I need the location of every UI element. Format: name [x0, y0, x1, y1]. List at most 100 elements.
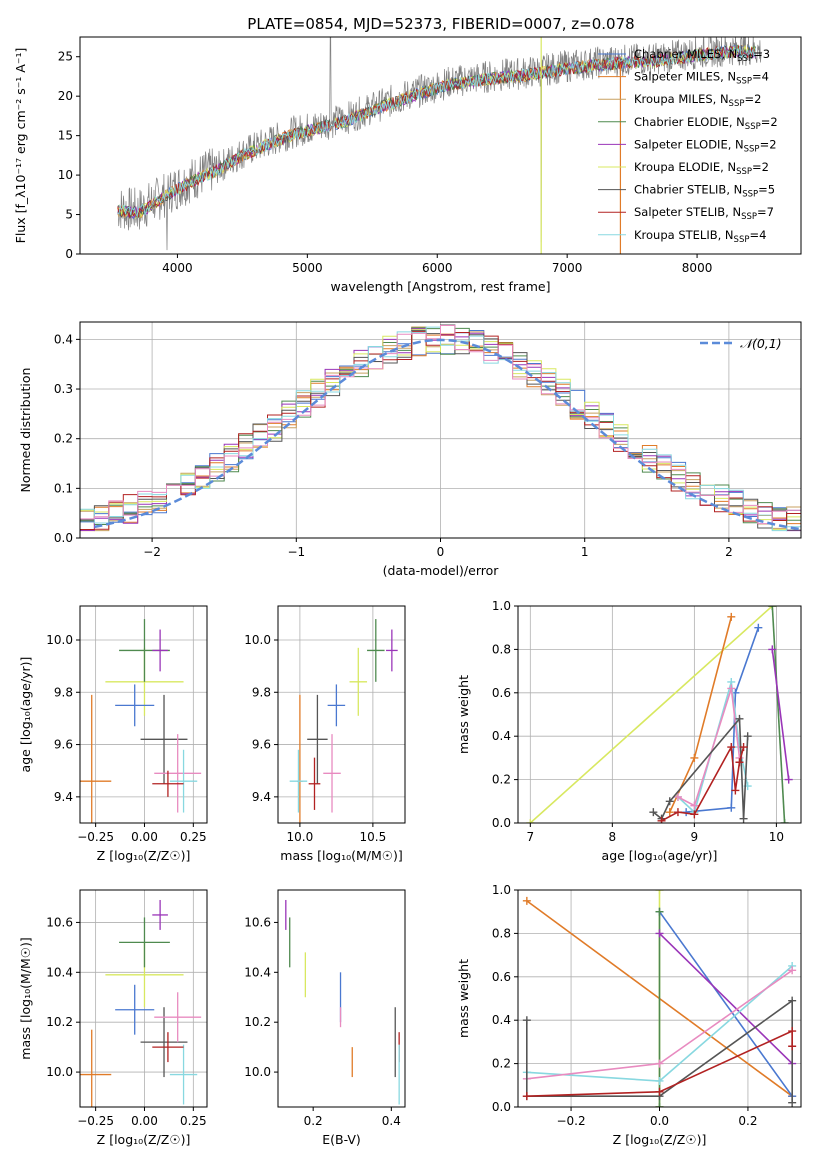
errorbar-salpeter_stelib: [308, 757, 321, 810]
x-axis-label: E(B-V): [322, 1132, 361, 1147]
errorbar-salpeter_elodie: [386, 629, 398, 672]
weight-marker: [788, 966, 797, 975]
x-axis-label: Z [log₁₀(Z/Z☉)]: [613, 1132, 707, 1147]
x-tick-label: 10: [769, 830, 784, 844]
errorbar-kroupa_elodie: [349, 647, 368, 716]
x-axis-label: wavelength [Angstrom, rest frame]: [330, 279, 550, 294]
axes-frame: [517, 605, 802, 824]
weight-marker: [673, 792, 682, 801]
weight-marker: [784, 775, 793, 784]
errorbar-salpeter_stelib: [152, 1032, 184, 1063]
weight-marker: [690, 753, 699, 762]
y-tick-label: 0.2: [492, 1057, 511, 1071]
legend-entry: 𝒩(0,1): [740, 336, 782, 351]
x-tick-label: 10.5: [360, 830, 387, 844]
plot-area: [289, 619, 398, 823]
x-tick-label: 1: [581, 545, 589, 559]
errorbar-salpeter_stelib: [152, 770, 184, 797]
y-tick-label: 9.6: [252, 738, 271, 752]
errorbar-pink: [323, 734, 341, 813]
errorbar-salpeter_miles: [80, 1029, 112, 1107]
y-axis-label: Normed distribution: [18, 368, 33, 493]
mass-age-panel: 10.0 10.5 9.4 9.6 9.8 10.0 mass [log₁₀(M/M☉)]: [244, 605, 406, 863]
errorbar-kroupa_stelib: [169, 749, 198, 813]
y-tick-label: 10.6: [244, 915, 271, 929]
weight-marker: [788, 1098, 797, 1107]
y-tick-label: 0.6: [492, 686, 511, 700]
x-tick-label: 9: [691, 830, 699, 844]
weight-marker: [727, 743, 736, 752]
y-tick-label: 9.4: [54, 790, 73, 804]
weight-line-salpeter_stelib: [526, 1029, 793, 1097]
x-tick-label: −1: [287, 545, 305, 559]
x-tick-label: 0.25: [180, 830, 207, 844]
weight-marker: [690, 801, 699, 810]
y-tick-label: 0.0: [54, 531, 73, 545]
y-tick-label: 1.0: [492, 883, 511, 897]
weight-marker: [788, 1027, 797, 1036]
weight-marker: [522, 1092, 531, 1101]
weight-marker: [665, 808, 674, 817]
y-axis-label: Flux [f_λ10⁻¹⁷ erg cm⁻² s⁻¹ A⁻¹]: [13, 48, 28, 244]
errorbar-kroupa_stelib: [169, 1044, 198, 1105]
plot-area: [80, 899, 202, 1107]
x-tick-label: 4000: [162, 261, 193, 275]
x-tick-label: −0.25: [77, 830, 114, 844]
legend-entry: Chabrier ELODIE, NSSP=2: [634, 115, 778, 132]
x-tick-label: 7: [526, 830, 534, 844]
errorbar-chabrier_miles: [115, 984, 155, 1035]
x-tick-label: 8: [609, 830, 617, 844]
x-tick-label: 0.25: [180, 1114, 207, 1128]
weight-marker: [522, 1016, 531, 1025]
y-tick-label: 9.6: [54, 738, 73, 752]
y-axis-label: mass weight: [456, 959, 471, 1038]
weight-marker: [768, 606, 777, 610]
weight-marker: [739, 814, 748, 823]
y-tick-label: 10.4: [46, 965, 73, 979]
y-axis-label: age [log₁₀(age/yr)]: [18, 657, 33, 773]
errorbar-salpeter_miles: [80, 694, 112, 823]
y-tick-label: 10.6: [46, 915, 73, 929]
weight-marker: [735, 758, 744, 767]
legend-entry: Kroupa STELIB, NSSP=4: [634, 228, 766, 245]
errorbar-salpeter_elodie: [152, 629, 168, 672]
x-tick-label: 5000: [292, 261, 323, 275]
plot-area: [522, 890, 797, 1107]
y-tick-label: 10.2: [244, 1015, 271, 1029]
legend-entry: Chabrier STELIB, NSSP=5: [634, 183, 775, 200]
normal-curve-line: [94, 338, 801, 531]
weight-marker: [657, 816, 666, 823]
y-tick-label: 10.0: [46, 633, 73, 647]
y-tick-label: 0.0: [492, 1100, 511, 1114]
x-tick-label: 0.4: [382, 1114, 401, 1128]
y-tick-label: 10.0: [244, 1065, 271, 1079]
y-tick-label: 0.4: [492, 729, 511, 743]
y-axis-label: mass weight: [456, 675, 471, 754]
y-tick-label: 10.4: [244, 965, 271, 979]
x-tick-label: −0.25: [77, 1114, 114, 1128]
x-tick-label: 0.2: [304, 1114, 323, 1128]
errorbar-pink: [154, 992, 202, 1043]
plot-area: [285, 899, 400, 1105]
weight-marker: [727, 684, 736, 693]
weight-marker: [727, 803, 736, 812]
plot-area: [80, 324, 801, 532]
x-tick-label: 0.0: [650, 1114, 669, 1128]
x-axis-label: (data-model)/error: [383, 563, 500, 578]
y-tick-label: 1.0: [492, 599, 511, 613]
weight-marker: [788, 1042, 797, 1051]
x-tick-label: 6000: [422, 261, 453, 275]
legend-entry: Kroupa MILES, NSSP=2: [634, 92, 761, 109]
x-tick-label: 2: [725, 545, 733, 559]
z-weight-panel: −0.2 0.0 0.2 0.0 0.2 0.4 0.6 0.8 1.0 Z [log₁₀(Z/Z…: [456, 883, 802, 1147]
errorbar-chabrier_elodie: [119, 917, 170, 968]
axes-frame: [79, 605, 208, 824]
y-tick-label: 10.0: [46, 1065, 73, 1079]
x-tick-label: 8000: [682, 261, 713, 275]
y-tick-label: 0.2: [492, 773, 511, 787]
y-tick-label: 0.2: [54, 432, 73, 446]
plot-area: [526, 606, 793, 823]
x-tick-label: −2: [143, 545, 161, 559]
observed-spectrum-line: [117, 37, 763, 251]
y-tick-label: 0.8: [492, 642, 511, 656]
